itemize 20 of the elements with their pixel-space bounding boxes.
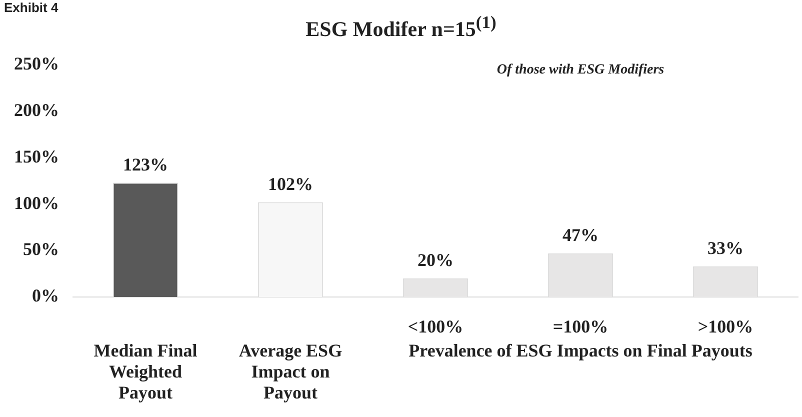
chart-title: ESG Modifer n=15$^{(1)}$ [306,12,496,41]
x-tick-label: =100% [552,316,608,337]
data-label: 33% [708,238,744,258]
y-tick-label: 150% [14,146,59,166]
x-tick-label: Average ESG Impact on Payout [238,340,342,403]
y-tick-label: 50% [23,239,59,260]
y-tick-label: 100% [14,192,59,213]
y-tick-label: 200% [14,100,59,120]
y-tick-label: 0% [32,286,59,306]
x-tick-label: Median Final Weighted Payout [94,340,198,403]
x-tick-label: <100% [408,316,464,337]
data-label: 47% [562,225,598,246]
annotation: Of those with ESG Modifiers [496,62,665,78]
data-label: 102% [268,174,313,194]
text: Prevalence of ESG Impacts on Final Payouts [408,340,752,361]
data-label: 123% [123,154,168,174]
text: Exhibit 4 [4,0,58,15]
x-tick-label: >100% [698,316,754,337]
y-tick-label: 250% [14,53,59,74]
data-label: 20% [418,250,454,270]
